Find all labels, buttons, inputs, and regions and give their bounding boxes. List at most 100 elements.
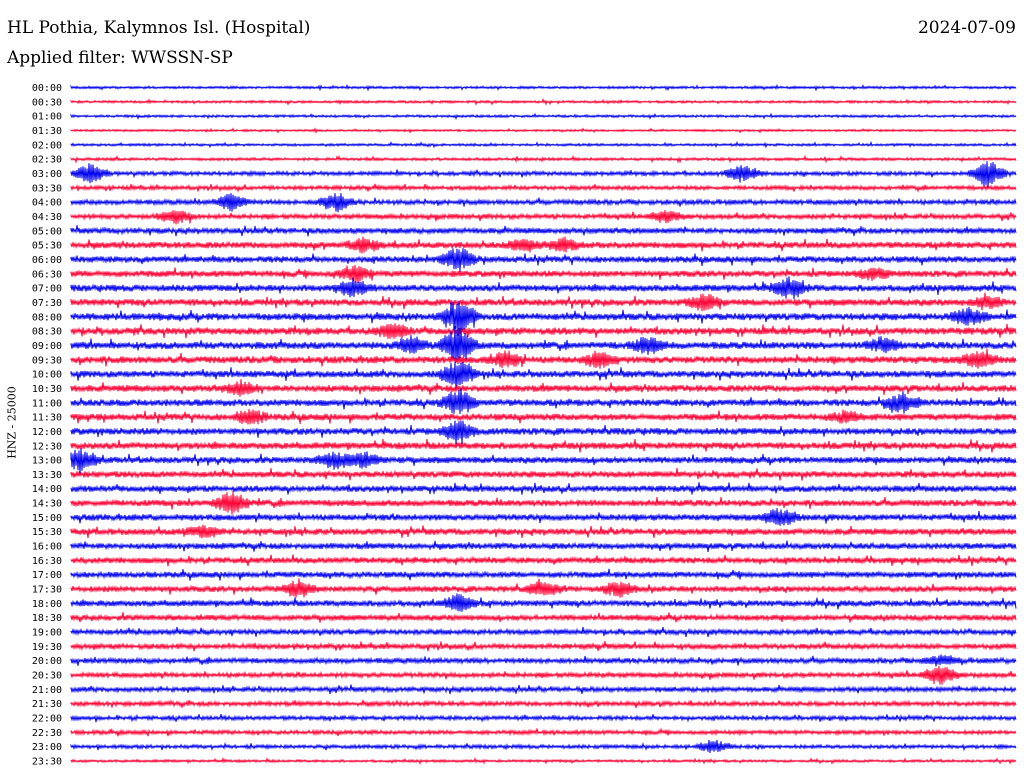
filter-label: Applied filter: WWSSN-SP	[7, 48, 233, 68]
time-tick-label: 10:30	[32, 384, 62, 395]
time-tick-label: 13:00	[32, 456, 62, 467]
seismic-trace-2230	[70, 727, 1017, 737]
time-tick-label: 05:30	[32, 241, 62, 252]
time-tick-label: 15:00	[32, 513, 62, 524]
seismic-trace-1300	[70, 448, 1017, 474]
time-tick-label: 17:30	[32, 585, 62, 596]
seismic-trace-1200	[70, 420, 1017, 445]
seismic-trace-1700	[70, 568, 1017, 581]
seismic-trace-2330	[70, 756, 1017, 766]
time-tick-label: 22:00	[32, 714, 62, 725]
time-tick-label: 12:30	[32, 441, 62, 452]
time-tick-label: 05:00	[32, 226, 62, 237]
seismic-trace-1430	[70, 491, 1017, 515]
seismic-trace-1730	[70, 578, 1017, 598]
seismic-trace-1030	[70, 379, 1017, 397]
seismic-trace-1930	[70, 641, 1017, 652]
seismic-trace-0100	[70, 112, 1017, 121]
seismic-trace-1130	[70, 408, 1017, 425]
seismic-trace-0900	[70, 326, 1017, 365]
time-tick-label: 13:30	[32, 470, 62, 481]
seismic-trace-1330	[70, 468, 1017, 481]
time-tick-label: 16:30	[32, 556, 62, 567]
seismic-trace-1400	[70, 482, 1017, 495]
time-tick-label: 06:00	[32, 255, 62, 266]
time-tick-label: 11:30	[32, 413, 62, 424]
time-tick-label: 01:30	[32, 126, 62, 137]
time-tick-label: 15:30	[32, 527, 62, 538]
time-tick-label: 11:00	[32, 398, 62, 409]
time-tick-label: 02:00	[32, 140, 62, 151]
seismic-trace-1600	[70, 540, 1017, 552]
time-tick-label: 06:30	[32, 269, 62, 280]
time-tick-label: 20:00	[32, 656, 62, 667]
time-tick-label: 03:30	[32, 183, 62, 194]
time-tick-label: 08:00	[32, 312, 62, 323]
time-tick-label: 08:30	[32, 327, 62, 338]
time-tick-label: 19:00	[32, 628, 62, 639]
time-tick-label: 09:00	[32, 341, 62, 352]
time-tick-label: 04:00	[32, 198, 62, 209]
time-tick-label: 09:30	[32, 355, 62, 366]
seismic-trace-0400	[70, 193, 1017, 213]
seismic-trace-1100	[70, 387, 1017, 415]
seismic-trace-2200	[70, 713, 1017, 723]
time-tick-label: 22:30	[32, 728, 62, 739]
time-tick-label: 02:30	[32, 155, 62, 166]
record-date: 2024-07-09	[917, 18, 1016, 38]
time-tick-label: 19:30	[32, 642, 62, 653]
seismic-trace-0230	[70, 154, 1017, 164]
time-tick-label: 07:30	[32, 298, 62, 309]
time-tick-label: 00:00	[32, 83, 62, 94]
seismic-trace-0800	[70, 300, 1017, 336]
seismic-trace-0700	[70, 276, 1017, 300]
time-tick-label: 10:00	[32, 370, 62, 381]
time-tick-label: 18:30	[32, 613, 62, 624]
time-tick-label: 07:00	[32, 284, 62, 295]
seismic-trace-0430	[70, 209, 1017, 225]
time-tick-label: 14:30	[32, 499, 62, 510]
seismic-trace-1900	[70, 626, 1017, 638]
time-tick-label: 21:00	[32, 685, 62, 696]
time-tick-label: 04:30	[32, 212, 62, 223]
time-tick-label: 14:00	[32, 484, 62, 495]
time-tick-label: 00:30	[32, 97, 62, 108]
seismic-trace-2130	[70, 698, 1017, 709]
time-tick-label: 12:00	[32, 427, 62, 438]
seismic-trace-2300	[70, 739, 1017, 753]
time-tick-label: 21:30	[32, 699, 62, 710]
seismic-trace-2100	[70, 684, 1017, 695]
seismic-trace-1800	[70, 593, 1017, 612]
seismic-trace-1830	[70, 612, 1017, 623]
seismic-trace-0300	[70, 161, 1017, 188]
seismic-trace-1000	[70, 361, 1017, 391]
seismic-trace-1500	[70, 508, 1017, 526]
seismic-trace-0500	[70, 225, 1017, 237]
time-tick-label: 01:00	[32, 112, 62, 123]
time-tick-label: 03:00	[32, 169, 62, 180]
seismic-trace-1230	[70, 438, 1017, 453]
seismic-trace-0330	[70, 183, 1017, 193]
seismic-trace-0630	[70, 264, 1017, 283]
seismic-trace-0200	[70, 140, 1017, 149]
seismic-trace-0930	[70, 348, 1017, 369]
time-tick-label: 23:30	[32, 757, 62, 768]
seismic-trace-2000	[70, 654, 1017, 667]
seismic-trace-0830	[70, 323, 1017, 339]
seismic-trace-0730	[70, 292, 1017, 312]
seismic-trace-0600	[70, 248, 1017, 272]
seismic-trace-1530	[70, 524, 1017, 539]
seismic-trace-2030	[70, 665, 1017, 685]
time-tick-label: 23:00	[32, 742, 62, 753]
seismic-trace-0130	[70, 127, 1017, 135]
time-tick-label: 16:00	[32, 542, 62, 553]
seismic-trace-1630	[70, 554, 1017, 567]
seismic-trace-0000	[70, 83, 1017, 92]
time-tick-label: 17:00	[32, 570, 62, 581]
time-tick-label: 20:30	[32, 671, 62, 682]
seismic-trace-0030	[70, 97, 1017, 106]
station-title: HL Pothia, Kalymnos Isl. (Hospital)	[7, 18, 311, 38]
time-tick-label: 18:00	[32, 599, 62, 610]
seismic-trace-0530	[70, 236, 1017, 254]
